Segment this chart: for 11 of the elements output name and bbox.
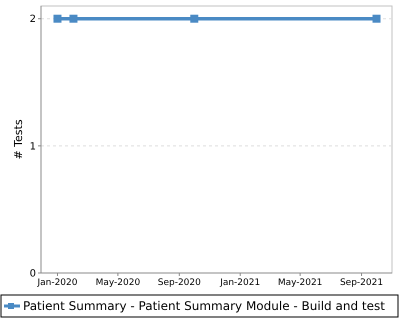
x-tick-label: May-2020 (96, 278, 140, 288)
y-axis-title: # Tests (12, 119, 25, 160)
x-tick-label: Jan-2020 (36, 278, 78, 288)
x-tick-label: May-2021 (278, 278, 322, 288)
y-tick-label: 0 (30, 268, 36, 280)
x-tick-label: Jan-2021 (219, 278, 260, 288)
y-tick-label: 1 (30, 141, 36, 152)
legend-label: Patient Summary - Patient Summary Module - Build and test (23, 299, 386, 314)
x-tick-label: Sep-2021 (340, 278, 384, 288)
y-tick-label: 2 (30, 14, 36, 26)
x-tick-label: Sep-2020 (158, 278, 202, 288)
